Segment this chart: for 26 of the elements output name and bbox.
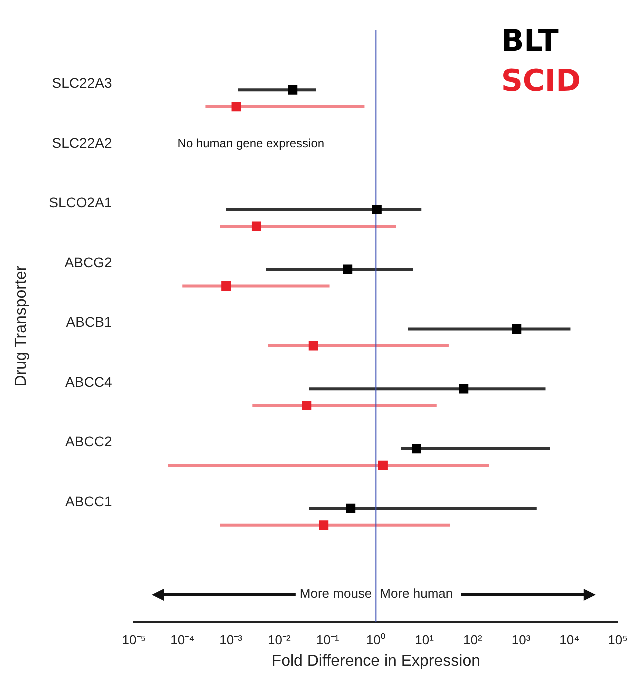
- y-tick-label: ABCB1: [66, 314, 112, 330]
- x-tick-label: 10³: [512, 632, 532, 648]
- x-tick-label: 10⁴: [560, 632, 580, 648]
- x-tick-label: 10¹: [415, 632, 435, 648]
- text: BLT: [501, 23, 560, 61]
- text: More human: [380, 586, 454, 602]
- text: SCID: [501, 63, 581, 101]
- annotation: No human gene expression: [178, 136, 325, 150]
- y-tick-label: ABCG2: [64, 254, 112, 270]
- y-tick-label: ABCC1: [66, 494, 112, 510]
- x-tick-label: 10⁰: [366, 632, 386, 648]
- x-tick-label: 10²: [464, 632, 483, 648]
- x-axis-title: Fold Difference in Expression: [272, 652, 481, 670]
- x-tick-label: 10⁻³: [220, 632, 244, 648]
- x-tick-label: 10⁻⁴: [170, 632, 195, 648]
- x-tick-label: 10⁻⁵: [122, 632, 146, 648]
- y-tick-label: SLCO2A1: [49, 194, 112, 211]
- y-tick-label: ABCC2: [66, 434, 112, 450]
- y-tick-label: SLC22A2: [52, 134, 112, 151]
- y-axis-title: Drug Transporter: [13, 265, 30, 387]
- y-tick-label: ABCC4: [66, 374, 112, 390]
- y-tick-label: SLC22A3: [52, 75, 112, 92]
- x-tick-label: 10⁻²: [268, 632, 292, 648]
- text: More mouse: [300, 586, 372, 602]
- x-tick-label: 10⁵: [608, 632, 628, 648]
- x-tick-label: 10⁻¹: [316, 632, 340, 648]
